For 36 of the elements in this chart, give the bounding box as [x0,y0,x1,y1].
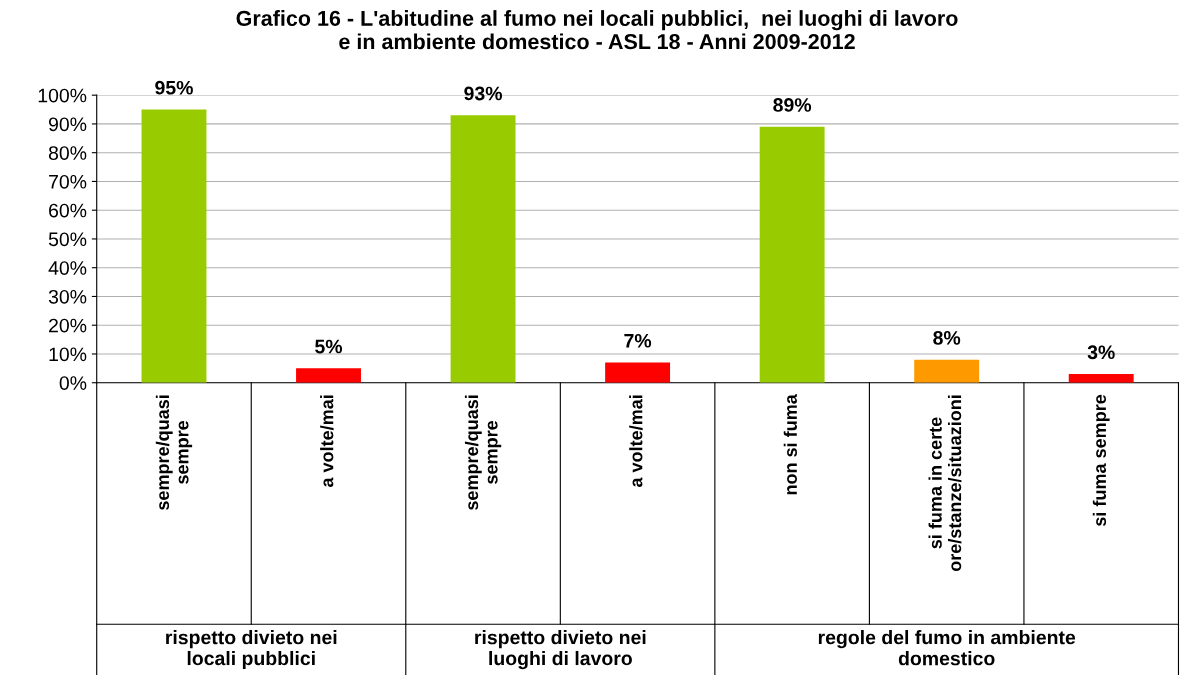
y-tick-label: 40% [48,261,87,275]
x-tick-label: a volte/mai [320,395,334,488]
bar [450,115,516,383]
data-label: 93% [464,86,503,101]
data-label: 5% [315,339,343,354]
text: regole del fumo in ambiente domestico [818,630,1076,666]
y-tick-label: 70% [49,174,87,189]
x-tick-label: si fuma sempre [1092,394,1110,527]
x-tick-label: a volte/mai [629,395,643,488]
data-label: 8% [933,331,961,345]
y-tick-label: 60% [49,203,87,218]
chart-title: Grafico 16 - L'abitudine al fumo nei locali pubblici, nei luoghi di lavoro e in ambiente domestico - ASL 18 - Anni 2009-2012 [236,10,958,50]
y-tick-label: 50% [48,232,87,247]
y-tick-label: 30% [48,289,87,304]
data-label: 95% [155,80,193,95]
y-tick-label: 20% [49,318,87,333]
text: rispetto divieto nei locali pubblici [166,630,337,670]
bar [1068,374,1134,383]
data-label: 3% [1087,345,1115,360]
x-tick-label: sempre/quasi sempre [155,395,193,510]
y-tick-label: 100% [38,88,87,103]
bar [914,359,980,383]
data-label: 7% [624,333,652,348]
x-tick-label: si fuma in certe ore/stanze/situazioni [928,395,962,572]
bar [141,109,207,383]
bar [759,126,825,383]
y-tick-label: 0% [59,376,87,390]
text: rispetto divieto nei luoghi di lavoro [475,630,646,670]
bar [605,362,671,383]
x-tick-label: non si fuma [783,394,797,495]
y-tick-label: 80% [48,146,87,160]
x-tick-label: sempre/quasi sempre [464,395,502,510]
y-tick-label: 90% [48,117,87,132]
data-label: 89% [773,98,812,112]
bar [296,368,361,383]
y-tick-label: 10% [49,347,87,362]
